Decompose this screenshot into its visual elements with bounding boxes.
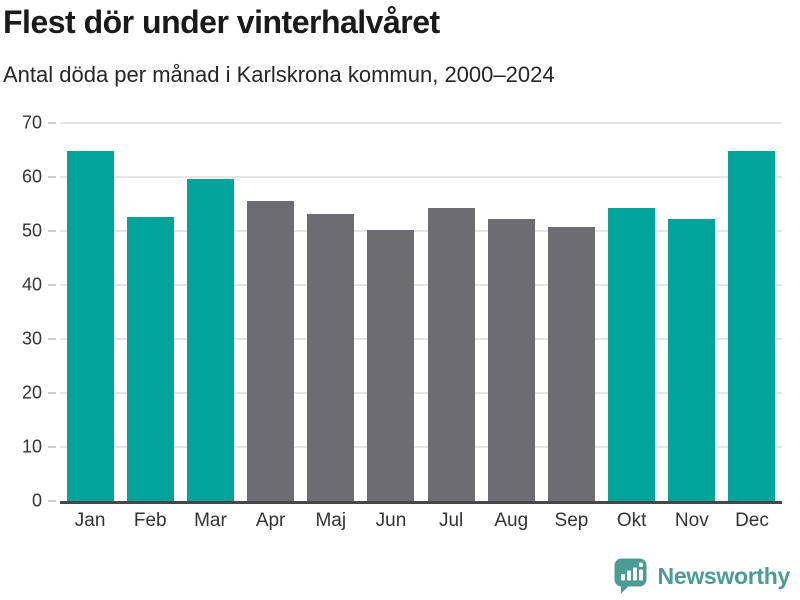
x-axis-line: [60, 501, 782, 504]
x-axis-label-jan: Jan: [74, 510, 106, 531]
y-axis-label-50: 50: [21, 220, 42, 241]
newsworthy-bubble-chart-icon: [614, 558, 647, 594]
y-axis-label-40: 40: [21, 274, 42, 295]
chart-title: Flest dör under vinterhalvåret: [3, 4, 440, 40]
bar-slot-sep: [541, 123, 601, 501]
gridline-50: [60, 230, 782, 232]
y-tick-20: [48, 392, 56, 394]
bar-mar: [186, 178, 234, 501]
y-tick-10: [48, 446, 56, 448]
x-axis-label-dec: Dec: [735, 510, 769, 531]
y-axis-label-0: 0: [31, 490, 42, 511]
bar-slot-jan: [60, 123, 120, 501]
bar-okt: [608, 208, 656, 501]
gridline-20: [60, 392, 782, 394]
x-axis-label-nov: Nov: [674, 510, 709, 531]
y-tick-30: [48, 338, 56, 340]
x-axis-label-sep: Sep: [554, 510, 589, 531]
x-axis-label-apr: Apr: [255, 510, 286, 531]
y-axis-label-60: 60: [21, 166, 42, 187]
x-axis-label-okt: Okt: [616, 510, 647, 531]
bar-slot-dec: [722, 123, 782, 501]
bar-slot-jul: [421, 123, 481, 501]
bar-jan: [66, 151, 114, 501]
bars-layer: [60, 123, 782, 501]
y-tick-50: [48, 230, 56, 232]
bar-slot-aug: [481, 123, 541, 501]
bar-feb: [126, 216, 174, 501]
brand-name: Newsworthy: [657, 562, 791, 589]
x-axis-label-jun: Jun: [375, 510, 407, 531]
newsworthy-logo[interactable]: Newsworthy: [613, 557, 790, 595]
gridline-30: [60, 338, 782, 340]
y-tick-70: [48, 122, 56, 124]
gridline-40: [60, 284, 782, 286]
bar-slot-jun: [361, 123, 421, 501]
x-axis-label-feb: Feb: [133, 510, 167, 531]
bar-nov: [668, 218, 716, 501]
gridline-10: [60, 446, 782, 448]
x-axis-labels: Jan Feb Mar Apr Maj Jun Jul Aug Sep Okt Nov Dec: [60, 510, 782, 532]
x-axis-label-maj: Maj: [315, 510, 347, 531]
bar-sep: [547, 227, 595, 501]
bar-slot-mar: [180, 123, 240, 501]
bar-jul: [427, 207, 475, 501]
bar-aug: [487, 218, 535, 501]
bar-slot-maj: [301, 123, 361, 501]
plot-area: 0 10 20 30 40 50 60 70: [22, 113, 782, 511]
y-tick-60: [48, 176, 56, 178]
chart-subtitle: Antal döda per månad i Karlskrona kommun…: [3, 62, 555, 87]
x-axis-label-jul: Jul: [438, 510, 464, 531]
bar-apr: [247, 200, 295, 501]
x-axis-label-mar: Mar: [194, 510, 227, 531]
x-axis-label-aug: Aug: [494, 510, 529, 531]
y-axis-label-70: 70: [21, 112, 42, 133]
bar-maj: [307, 213, 355, 501]
bar-dec: [728, 151, 776, 501]
bar-slot-nov: [662, 123, 722, 501]
y-tick-40: [48, 284, 56, 286]
y-tick-0: [48, 500, 56, 502]
bar-slot-feb: [120, 123, 180, 501]
bar-jun: [367, 229, 415, 501]
gridline-60: [60, 176, 782, 178]
y-axis-label-10: 10: [21, 436, 42, 457]
bar-slot-okt: [602, 123, 662, 501]
y-axis-label-20: 20: [21, 382, 42, 403]
gridline-70: [60, 122, 782, 124]
bar-slot-apr: [241, 123, 301, 501]
y-axis-label-30: 30: [21, 328, 42, 349]
